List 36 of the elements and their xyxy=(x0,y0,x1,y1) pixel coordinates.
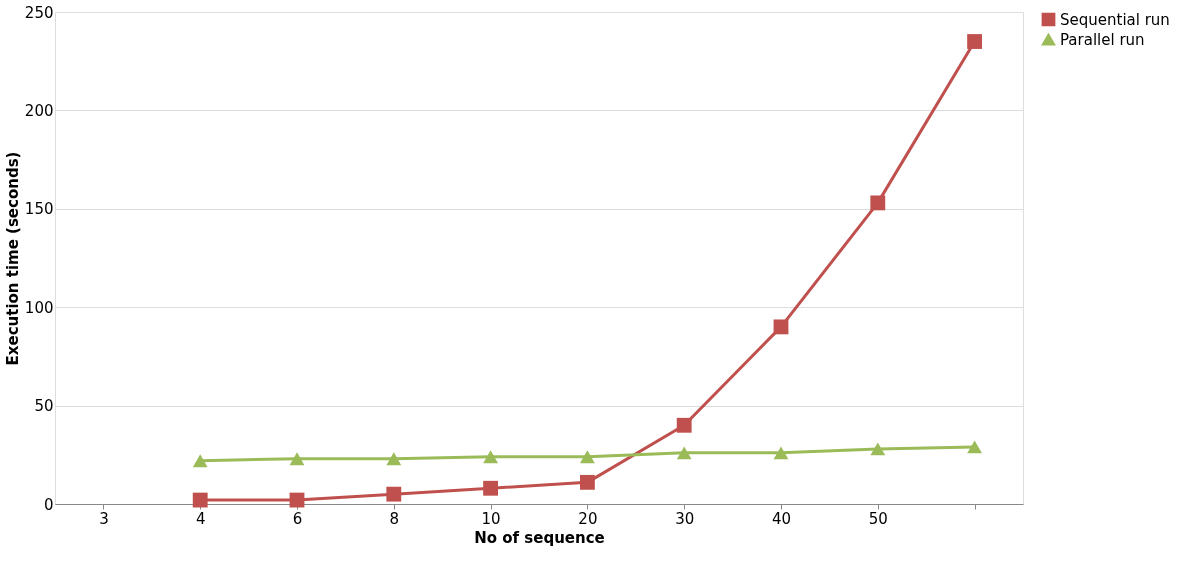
y-tick-label: 100 xyxy=(24,298,54,317)
point xyxy=(192,492,208,508)
x-tick-label: 10 xyxy=(481,509,501,528)
y-tick-label: 150 xyxy=(24,200,54,219)
point xyxy=(579,450,595,464)
point xyxy=(870,442,886,456)
point xyxy=(289,452,305,466)
point xyxy=(386,486,402,502)
y-tick-label: 250 xyxy=(24,3,54,22)
point xyxy=(483,450,499,464)
y-axis-title: Execution time (seconds) xyxy=(3,151,22,366)
point xyxy=(773,319,789,335)
y-tick-label: 0 xyxy=(43,495,54,514)
x-tick-label: 3 xyxy=(99,509,109,528)
point xyxy=(967,34,983,49)
x-tick-label: 4 xyxy=(195,509,206,528)
x-tick-label: 40 xyxy=(771,509,792,528)
x-tick-label: 6 xyxy=(292,509,303,528)
x-tick-label: 50 xyxy=(868,509,888,528)
point xyxy=(386,452,402,466)
point xyxy=(483,480,499,496)
x-tick-label: 8 xyxy=(389,509,400,528)
point xyxy=(192,454,208,468)
point xyxy=(967,440,983,454)
x-tick-label: 30 xyxy=(675,509,695,528)
point xyxy=(579,474,595,490)
x-tick-label: 20 xyxy=(578,509,598,528)
legend-label: Parallel run xyxy=(1060,30,1145,49)
point xyxy=(676,417,692,433)
point xyxy=(870,195,886,211)
point xyxy=(676,446,692,460)
y-tick-label: 50 xyxy=(34,397,54,416)
x-axis-title: No of sequence xyxy=(474,528,605,547)
y-tick-label: 200 xyxy=(24,101,54,120)
legend-label: Sequential run xyxy=(1060,10,1170,29)
point xyxy=(773,446,789,460)
